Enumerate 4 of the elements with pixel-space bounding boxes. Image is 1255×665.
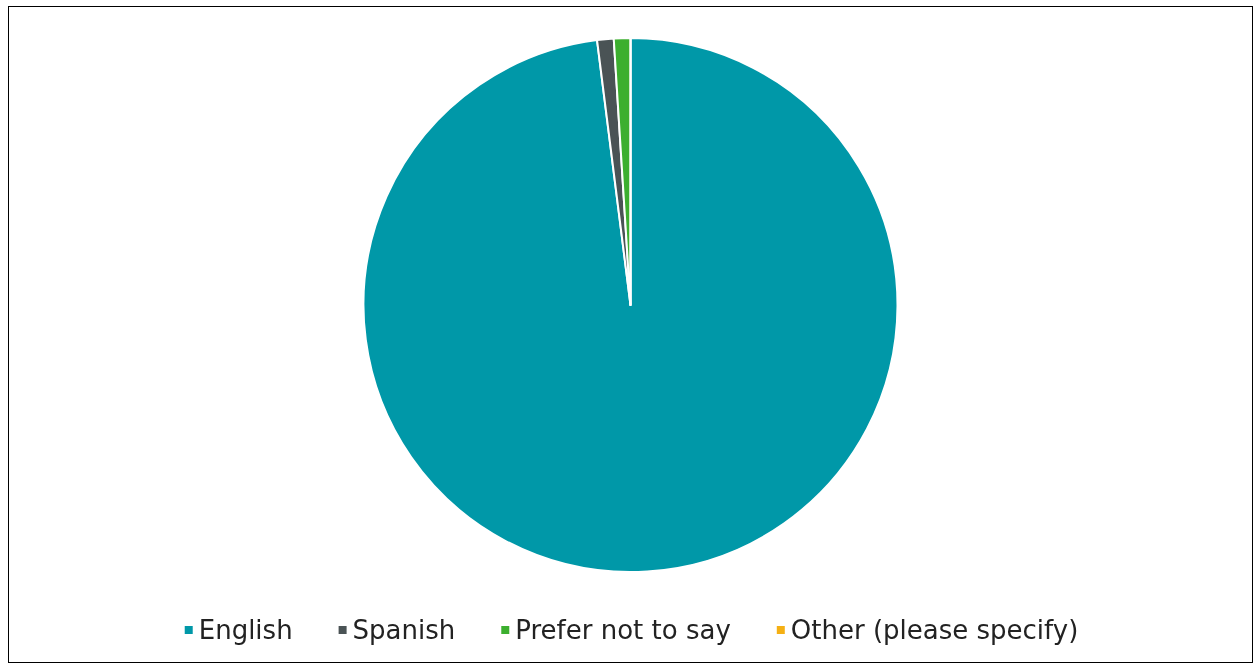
legend-label: English (198, 615, 293, 645)
legend-label: Other (please specify) (790, 615, 1079, 645)
legend-label: Spanish (352, 615, 456, 645)
legend-label: Prefer not to say (515, 615, 731, 645)
